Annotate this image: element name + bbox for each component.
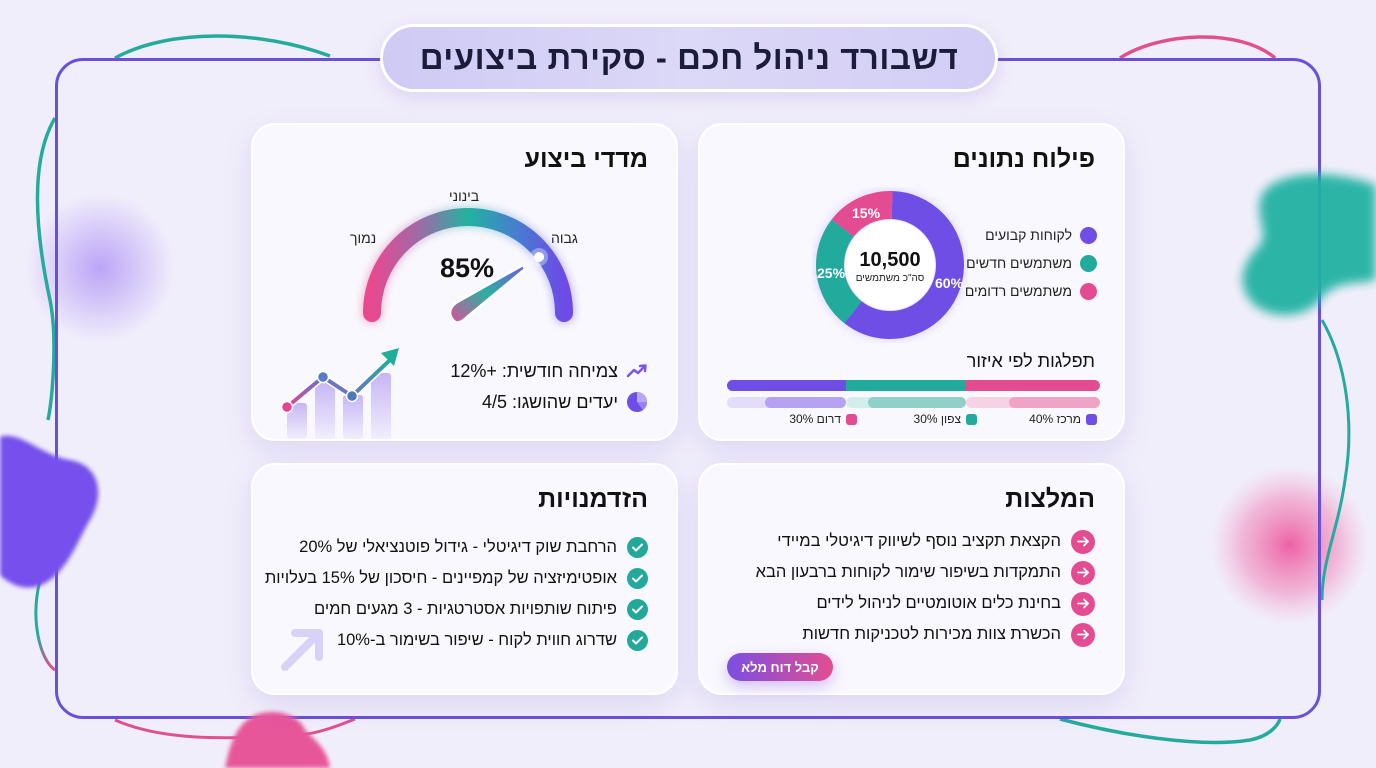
legend-square-purple [1086,413,1097,425]
donut-segment-label-new: 25% [817,265,846,281]
recommendation-text: הכשרת צוות מכירות לטכניקות חדשות [802,625,1061,643]
pie-chart-icon [626,391,648,413]
check-circle-icon [627,568,648,589]
legend-dot-pink [1080,282,1097,300]
donut-legend: לקוחות קבועים משתמשים חדשים משתמשים רדומ… [965,221,1097,305]
list-item: הרחבת שוק דיגיטלי - גידול פוטנציאלי של 2… [265,532,648,563]
region-legend-north: צפון 30% [914,412,977,426]
region-distribution-title: תפלגות לפי איזור [966,351,1095,371]
region-legend-label: צפון 30% [913,412,961,426]
recommendations-card: המלצות הקצאת תקציב נוסף לשיווק דיגיטלי ב… [698,463,1125,695]
data-card-title: פילוח נתונים [952,145,1095,173]
legend-item-dormant: משתמשים רדומים [965,277,1097,305]
list-item: שדרוג חווית לקוח - שיפור בשימור ב-10% [265,625,648,656]
region-bar-center [727,380,847,391]
region-legend-center: מרכז 40% [1029,412,1097,426]
growth-trend-illustration [280,348,399,439]
legend-item-regular: לקוחות קבועים [965,221,1097,249]
opportunities-list: הרחבת שוק דיגיטלי - גידול פוטנציאלי של 2… [265,532,648,656]
legend-dot-teal [1080,254,1097,272]
donut-total-value: 10,500 [859,249,921,271]
gauge-label-low: נמוך [350,230,377,246]
check-circle-icon [627,599,648,620]
page-title: דשבורד ניהול חכם - סקירת ביצועים [419,39,959,76]
opportunity-text: פיתוח שותפויות אסטרטגיות - 3 מגעים חמים [313,600,617,618]
opportunity-text: הרחבת שוק דיגיטלי - גידול פוטנציאלי של 2… [299,538,617,556]
legend-item-new: משתמשים חדשים [965,249,1097,277]
legend-label: משתמשים חדשים [966,255,1072,271]
legend-square-pink [846,413,857,425]
recommendations-list: הקצאת תקציב נוסף לשיווק דיגיטלי במיידי ה… [756,526,1095,650]
arrow-right-icon [1071,591,1095,616]
kpi-card-title: מדדי ביצוע [524,145,648,173]
stat-goals-achieved: יעדים שהושגו: 4/5 [482,391,648,413]
arrow-right-icon [1071,529,1095,554]
arrow-right-icon [1071,622,1095,647]
region-bar-south [965,380,1100,391]
list-item: התמקדות בשיפור שימור לקוחות ברבעון הבא [756,557,1095,588]
region-sub-bar-north [846,397,966,408]
gauge-value: 85% [440,253,495,283]
trending-up-icon [626,360,648,382]
recommendation-text: הקצאת תקציב נוסף לשיווק דיגיטלי במיידי [777,532,1061,550]
opportunity-text: אופטימיזציה של קמפיינים - חיסכון של 15% … [264,569,617,587]
stat-monthly-growth: צמיחה חודשית: +12% [450,360,648,382]
list-item: אופטימיזציה של קמפיינים - חיסכון של 15% … [265,563,648,594]
gauge-chart [361,206,575,324]
legend-square-teal [966,413,977,425]
region-sub-bar-center [727,397,847,408]
list-item: בחינת כלים אוטומטיים לניהול לידים [756,588,1095,619]
stat-monthly-growth-label: צמיחה חודשית: +12% [450,360,618,381]
recommendations-card-title: המלצות [1005,485,1095,513]
opportunity-text: שדרוג חווית לקוח - שיפור בשימור ב-10% [336,631,617,649]
donut-center: 10,500 סה"כ משתמשים [852,249,928,284]
donut-segment-label-regular: 60% [935,275,964,291]
list-item: הכשרת צוות מכירות לטכניקות חדשות [756,619,1095,650]
recommendation-text: בחינת כלים אוטומטיים לניהול לידים [816,594,1061,612]
data-breakdown-card: פילוח נתונים 15% 25% 60% 10,500 סה"כ משת… [698,123,1125,441]
donut-total-label: סה"כ משתמשים [855,273,925,284]
check-circle-icon [627,537,648,558]
opportunities-card-title: הזדמנויות [538,485,648,513]
list-item: פיתוח שותפויות אסטרטגיות - 3 מגעים חמים [265,594,648,625]
region-stacked-bar [727,380,1100,391]
check-circle-icon [627,630,648,651]
arrow-up-right-icon [281,629,323,671]
region-legend-label: מרכז 40% [1029,412,1081,426]
arrow-right-icon [1071,560,1095,585]
region-bar-north [846,380,966,391]
stat-goals-achieved-label: יעדים שהושגו: 4/5 [482,391,618,412]
legend-label: לקוחות קבועים [985,227,1072,243]
region-sub-bars [727,397,1100,408]
region-legend-south: דרום 30% [789,412,857,426]
recommendation-text: התמקדות בשיפור שימור לקוחות ברבעון הבא [755,563,1061,581]
opportunities-card: הזדמנויות הרחבת שוק דיגיטלי - גידול פוטנ… [251,463,678,695]
region-legend-label: דרום 30% [789,412,841,426]
get-full-report-button[interactable]: קבל דוח מלא [727,653,833,681]
page-title-banner: דשבורד ניהול חכם - סקירת ביצועים [380,24,998,92]
gauge-label-mid: בינוני [449,188,480,204]
donut-segment-label-dormant: 15% [852,205,881,221]
list-item: הקצאת תקציב נוסף לשיווק דיגיטלי במיידי [756,526,1095,557]
gauge-label-high: גבוה [551,230,578,246]
dashboard-frame [55,58,1321,719]
donut-chart [816,191,964,339]
legend-dot-purple [1080,226,1097,244]
region-sub-bar-south [965,397,1100,408]
kpi-card: מדדי ביצוע נמוך בינוני גבוה [251,123,678,441]
legend-label: משתמשים רדומים [964,283,1072,299]
